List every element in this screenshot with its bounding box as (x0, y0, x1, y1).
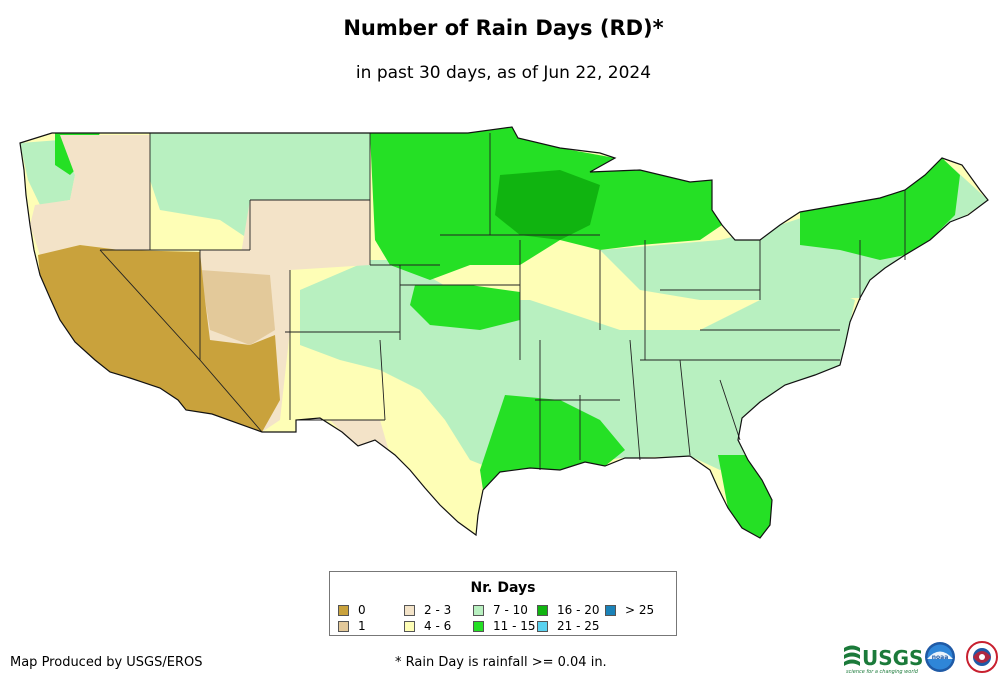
legend: Nr. Days 0 1 2 - 3 4 - 6 7 - 10 11 - 15 … (329, 571, 677, 636)
legend-swatch-2 (404, 604, 415, 616)
legend-label-7: 21 - 25 (557, 619, 600, 633)
legend-item-7: 21 - 25 (537, 619, 600, 633)
legend-item-2: 2 - 3 (404, 603, 451, 617)
legend-label-4: 7 - 10 (493, 603, 528, 617)
legend-item-4: 7 - 10 (473, 603, 528, 617)
legend-swatch-3 (404, 620, 415, 632)
legend-item-1: 1 (338, 619, 366, 633)
legend-swatch-5 (473, 620, 484, 632)
agency-logos: USGS science for a changing world noaa (844, 641, 998, 675)
legend-title: Nr. Days (470, 580, 536, 596)
legend-item-0: 0 (338, 603, 366, 617)
legend-label-8: > 25 (625, 603, 655, 617)
legend-label-1: 1 (358, 619, 366, 633)
region-california-nevada-0 (38, 245, 280, 432)
legend-label-6: 16 - 20 (557, 603, 600, 617)
usgs-wordmark: USGS (862, 646, 923, 670)
legend-swatch-6 (537, 604, 548, 616)
region-west-texas-2-3 (330, 420, 390, 455)
region-florida-11-15 (718, 455, 772, 538)
legend-swatch-4 (473, 604, 484, 616)
noaa-logo: noaa (925, 642, 955, 672)
rain-day-regions (20, 127, 988, 538)
legend-item-6: 16 - 20 (537, 603, 600, 617)
map-subtitle: in past 30 days, as of Jun 22, 2024 (355, 63, 652, 83)
weather-service-logo (966, 641, 998, 673)
legend-label-2: 2 - 3 (424, 603, 452, 617)
state-boundaries (99, 133, 906, 470)
legend-item-5: 11 - 15 (473, 619, 536, 633)
legend-label-0: 0 (358, 603, 366, 617)
legend-swatch-0 (338, 604, 349, 616)
legend-label-3: 4 - 6 (424, 619, 452, 633)
credit-text: Map Produced by USGS/EROS (10, 655, 203, 670)
region-new-england-11-15 (800, 158, 960, 260)
usgs-tagline: science for a changing world (846, 669, 919, 675)
map-title: Number of Rain Days (RD)* (343, 16, 664, 40)
legend-swatch-7 (537, 620, 548, 632)
region-kansas-11-15 (410, 285, 520, 330)
legend-item-8: > 25 (605, 603, 654, 617)
usgs-wave-icon (844, 645, 860, 666)
noaa-wordmark: noaa (932, 654, 949, 661)
region-oregon-idaho-2-3 (30, 135, 150, 255)
region-utah-1 (200, 270, 275, 345)
usgs-logo: USGS science for a changing world (844, 645, 923, 675)
legend-item-3: 4 - 6 (404, 619, 451, 633)
footnote-text: * Rain Day is rainfall >= 0.04 in. (395, 655, 607, 670)
legend-swatch-8 (605, 604, 616, 616)
region-minnesota-16-20 (495, 170, 600, 240)
legend-swatch-1 (338, 620, 349, 632)
legend-label-5: 11 - 15 (493, 619, 536, 633)
